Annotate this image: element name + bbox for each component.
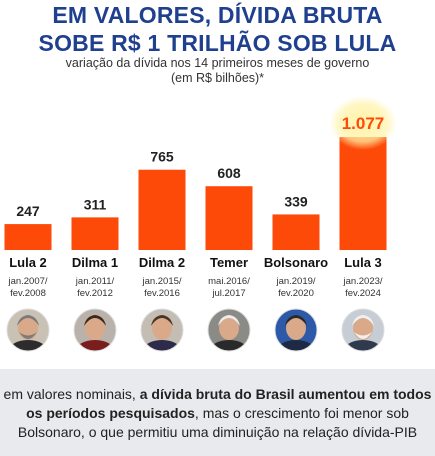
portrait-dilma-1 — [73, 308, 117, 352]
value-label-0: 247 — [16, 203, 40, 219]
value-label-1: 311 — [84, 196, 107, 212]
footer-text-part1: em valores nominais, — [3, 386, 140, 402]
portrait-bolsonaro — [274, 308, 318, 352]
portrait-dilma-2 — [140, 308, 184, 352]
footer-note: em valores nominais, a dívida bruta do B… — [0, 369, 435, 456]
period-label-3-0: mai.2016/ — [208, 276, 250, 287]
value-label-2: 765 — [150, 149, 174, 165]
footer-text-bold: a dívida bruta do Brasil aumentou em tod… — [26, 386, 432, 421]
chart-subtitle-line1: variação da dívida nos 14 primeiros mese… — [65, 56, 370, 70]
period-label-3-1: jul.2017 — [211, 288, 245, 299]
category-label-3: Temer — [210, 255, 248, 270]
portrait-temer — [207, 308, 251, 352]
category-label-5: Lula 3 — [344, 255, 382, 270]
period-label-0-0: jan.2007/ — [7, 276, 47, 287]
period-label-1-1: fev.2012 — [77, 288, 113, 299]
period-label-5-0: jan.2023/ — [342, 276, 382, 287]
portrait-lula-3 — [341, 308, 385, 352]
chart-title-line2: SOBE R$ 1 TRILHÃO SOB LULA — [38, 30, 397, 56]
period-label-1-0: jan.2011/ — [75, 276, 115, 287]
bar-4 — [272, 214, 320, 250]
portrait-lula-2 — [6, 308, 50, 352]
period-label-5-1: fev.2024 — [345, 288, 381, 299]
category-label-2: Dilma 2 — [139, 255, 185, 270]
value-label-5: 1.077 — [342, 114, 385, 133]
bar-1 — [71, 217, 119, 250]
highlight-glow — [329, 96, 397, 150]
bar-3 — [205, 186, 253, 250]
bar-2 — [138, 169, 186, 250]
period-label-2-0: jan.2015/ — [141, 276, 181, 287]
chart-subtitle-line2: (em R$ bilhões)* — [170, 71, 265, 85]
period-label-0-1: fev.2008 — [10, 288, 46, 299]
footer-text: em valores nominais, a dívida bruta do B… — [0, 385, 435, 442]
value-label-3: 608 — [217, 165, 241, 181]
period-label-2-1: fev.2016 — [144, 288, 180, 299]
bar-0 — [4, 224, 52, 250]
period-label-4-1: fev.2020 — [278, 288, 314, 299]
chart-title-line1: EM VALORES, DÍVIDA BRUTA — [52, 2, 383, 28]
category-label-4: Bolsonaro — [264, 255, 328, 270]
footer-text-part2: , mas o crescimento foi menor sob Bolson… — [17, 405, 418, 440]
bar-5 — [339, 137, 387, 250]
category-label-0: Lula 2 — [9, 255, 47, 270]
category-label-1: Dilma 1 — [72, 255, 118, 270]
value-label-4: 339 — [284, 193, 308, 209]
period-label-4-0: jan.2019/ — [275, 276, 315, 287]
